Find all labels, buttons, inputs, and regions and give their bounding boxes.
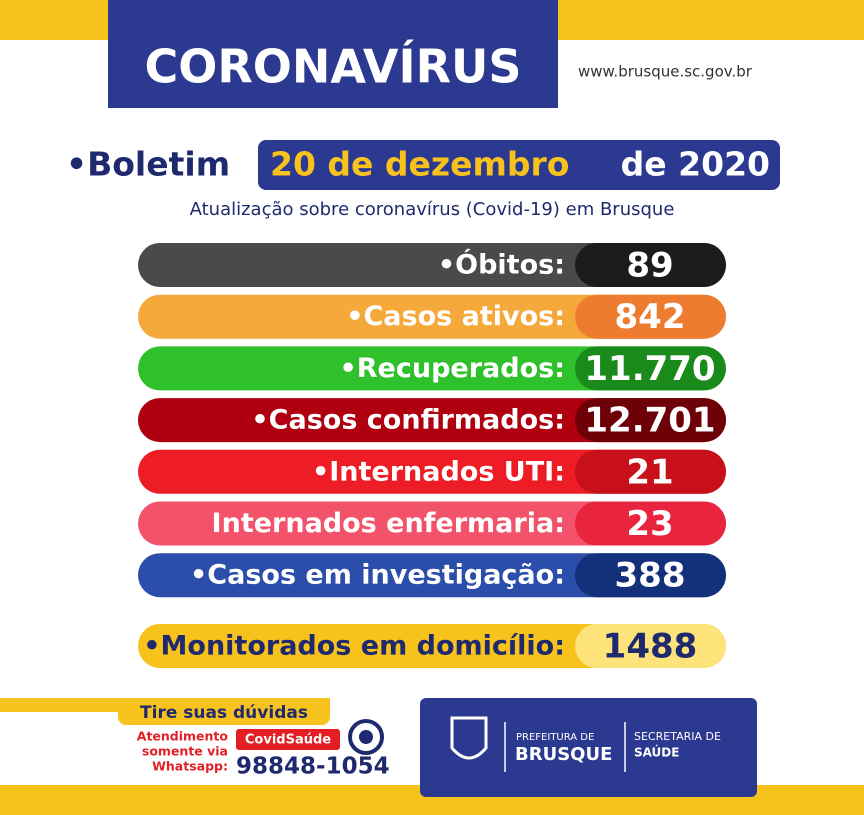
row-value: 11.770 (584, 349, 715, 389)
contact-line: somente via (142, 744, 228, 759)
value-pill (575, 294, 726, 339)
value-pill (575, 553, 726, 598)
contact-line: Whatsapp: (152, 759, 228, 774)
row-label: •Internados UTI: (312, 456, 565, 487)
value-pill (575, 449, 726, 494)
whatsapp-icon (348, 719, 384, 755)
row-value: 842 (615, 297, 686, 337)
phone: 98848-1054 (236, 754, 390, 780)
contact-line: Atendimento (137, 729, 229, 744)
row-value: 12.701 (584, 401, 715, 441)
row-value: 21 (626, 452, 673, 492)
value-pill (575, 624, 726, 668)
row-label: •Casos ativos: (346, 301, 565, 332)
bulletin-prefix: •Boletim (66, 145, 230, 184)
bulletin-date: 20 de dezembro (270, 145, 569, 184)
value-pill (575, 243, 726, 287)
tag-text: CovidSaúde (245, 733, 331, 748)
row-value: 89 (626, 246, 673, 286)
header-url: www.brusque.sc.gov.br (578, 63, 753, 81)
row-label: •Monitorados em domicílio: (143, 631, 565, 662)
doubts-box (118, 700, 330, 725)
row-label: •Casos em investigação: (190, 560, 565, 591)
whatsapp-icon-inner (359, 730, 373, 744)
header-title: CORONAVÍRUS (145, 40, 522, 94)
doubts-text: Tire suas dúvidas (140, 703, 308, 723)
tag-box (236, 729, 340, 750)
coat-of-arms (450, 716, 488, 760)
logo-line4: SAÚDE (634, 745, 679, 760)
header-box (108, 0, 558, 108)
row-label: •Recuperados: (339, 353, 565, 384)
value-pill (575, 398, 726, 443)
row-label: •Óbitos: (438, 249, 565, 281)
row-label: •Casos confirmados: (251, 405, 565, 436)
row-value: 1488 (603, 627, 698, 667)
row-value: 23 (626, 504, 673, 544)
logo-line3: SECRETARIA DE (634, 730, 721, 743)
value-pill (575, 501, 726, 546)
value-pill (575, 346, 726, 391)
bulletin-subtitle: Atualização sobre coronavírus (Covid-19)… (190, 199, 675, 220)
row-value: 388 (615, 556, 686, 596)
logo-line2: BRUSQUE (515, 744, 612, 765)
rows: •Óbitos: 89 •Casos ativos: 842 •Recuperados:… (138, 243, 726, 668)
date-box (258, 140, 780, 190)
bulletin-year: de 2020 (621, 145, 770, 184)
logo-line1: PREFEITURA DE (516, 732, 594, 743)
row-label: Internados enfermaria: (212, 508, 565, 539)
